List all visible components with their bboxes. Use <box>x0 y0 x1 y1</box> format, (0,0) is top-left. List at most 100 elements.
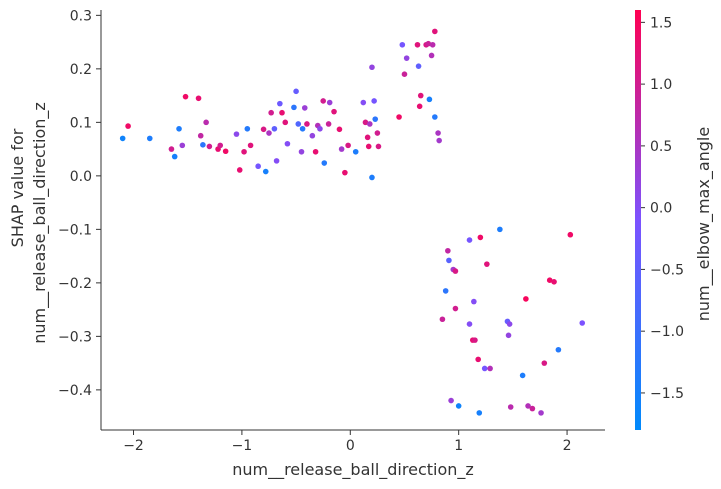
data-point <box>262 168 269 175</box>
data-point <box>471 298 477 305</box>
data-point <box>416 103 423 110</box>
data-point <box>432 114 438 120</box>
data-point <box>171 153 178 160</box>
data-point <box>279 109 285 116</box>
data-point <box>475 356 481 363</box>
y-tick-label: 0.0 <box>70 169 92 185</box>
data-point <box>399 41 406 48</box>
x-tick-label: 2 <box>563 438 572 454</box>
data-point <box>217 142 224 149</box>
data-point <box>505 332 512 339</box>
data-point <box>442 288 449 294</box>
data-point <box>425 40 432 47</box>
data-point <box>321 160 328 166</box>
data-point <box>466 321 473 327</box>
data-point <box>291 104 297 111</box>
data-point <box>364 134 371 141</box>
data-point <box>179 142 186 149</box>
data-point <box>452 305 459 312</box>
data-point <box>448 397 454 404</box>
colorbar-tick-label: −1.5 <box>650 386 684 402</box>
data-point <box>555 346 562 353</box>
colorbar-tick-label: 1.5 <box>650 15 672 31</box>
colorbar-tick-label: 0.5 <box>650 139 672 155</box>
y-axis-title-line-1: SHAP value for <box>8 128 27 247</box>
data-point <box>401 71 408 78</box>
data-point <box>487 365 493 372</box>
data-point <box>371 98 377 104</box>
data-point <box>417 92 424 99</box>
data-point <box>326 99 333 106</box>
data-point <box>546 277 553 283</box>
data-point <box>293 88 299 95</box>
data-point <box>342 169 348 176</box>
data-point <box>436 137 442 144</box>
colorbar-title: num__elbow_max_angle <box>694 127 714 321</box>
data-point <box>579 320 586 326</box>
data-point <box>466 237 473 243</box>
y-tick-label: −0.3 <box>58 329 92 345</box>
data-point <box>125 123 131 129</box>
data-point <box>452 268 459 274</box>
data-point <box>345 142 351 149</box>
y-tick-label: 0.1 <box>70 115 92 131</box>
data-point <box>439 316 446 323</box>
data-point <box>301 105 308 111</box>
data-point <box>304 121 310 127</box>
data-point <box>182 93 189 100</box>
data-point <box>146 135 153 142</box>
data-point <box>271 125 278 132</box>
data-point <box>241 148 247 155</box>
data-point <box>435 130 441 136</box>
data-point <box>222 148 229 155</box>
data-point <box>541 360 548 366</box>
data-point <box>472 337 478 343</box>
data-point <box>529 405 536 412</box>
data-point <box>477 234 484 241</box>
data-point <box>414 41 421 48</box>
data-point <box>325 121 332 127</box>
colorbar-gradient <box>635 10 641 430</box>
y-tick-label: 0.3 <box>70 8 92 24</box>
data-point <box>338 146 345 152</box>
data-point <box>119 135 126 142</box>
data-point <box>567 231 574 238</box>
data-point <box>367 121 373 127</box>
data-point <box>429 41 436 48</box>
data-point <box>519 372 526 379</box>
data-point <box>375 143 382 150</box>
data-point <box>268 109 274 116</box>
data-point <box>374 130 381 136</box>
data-point <box>372 116 379 122</box>
data-point <box>200 142 206 148</box>
data-point <box>523 296 529 302</box>
data-point <box>369 174 375 181</box>
data-point <box>369 64 375 71</box>
data-point <box>244 125 251 132</box>
plot-area: −2 −1 0 1 2 −0.4 −0.3 −0.2 −0.1 0.0 0.1 0.2 0.3 <box>58 8 605 454</box>
data-point <box>507 404 514 410</box>
y-tick-label: −0.1 <box>58 222 92 238</box>
x-tick-label: 1 <box>454 438 463 454</box>
data-point <box>481 365 488 372</box>
data-point <box>195 95 202 102</box>
x-axis-ticks: −2 −1 0 1 2 <box>123 430 572 454</box>
data-point <box>415 63 422 69</box>
y-tick-label: 0.2 <box>70 62 92 78</box>
data-point <box>428 52 435 59</box>
data-point <box>484 261 490 267</box>
colorbar: −1.5 −1.0 −0.5 0.0 0.5 1.0 1.5 num__elbow_max_… <box>635 10 714 430</box>
colorbar-tick-label: 1.0 <box>650 77 672 93</box>
x-tick-label: −1 <box>232 438 253 454</box>
colorbar-tick-label: 0.0 <box>650 201 672 217</box>
x-tick-label: −2 <box>123 438 144 454</box>
y-axis-title-line-2: num__release_ball_direction_z <box>30 102 50 344</box>
y-axis-ticks: −0.4 −0.3 −0.2 −0.1 0.0 0.1 0.2 0.3 <box>58 8 101 399</box>
data-point <box>362 119 369 126</box>
colorbar-ticks: −1.5 −1.0 −0.5 0.0 0.5 1.0 1.5 <box>641 15 684 402</box>
data-point <box>455 403 462 409</box>
colorbar-tick-label: −1.0 <box>650 324 684 340</box>
data-point <box>317 125 323 132</box>
data-point <box>445 247 451 254</box>
